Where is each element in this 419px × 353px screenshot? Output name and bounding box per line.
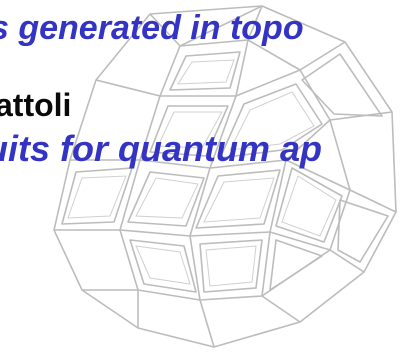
slide-text-line-1: s generated in topo [0, 9, 304, 47]
slide-text-line-2: attoli [0, 87, 72, 123]
slide-text-line-3: uits for quantum ap [0, 128, 322, 169]
